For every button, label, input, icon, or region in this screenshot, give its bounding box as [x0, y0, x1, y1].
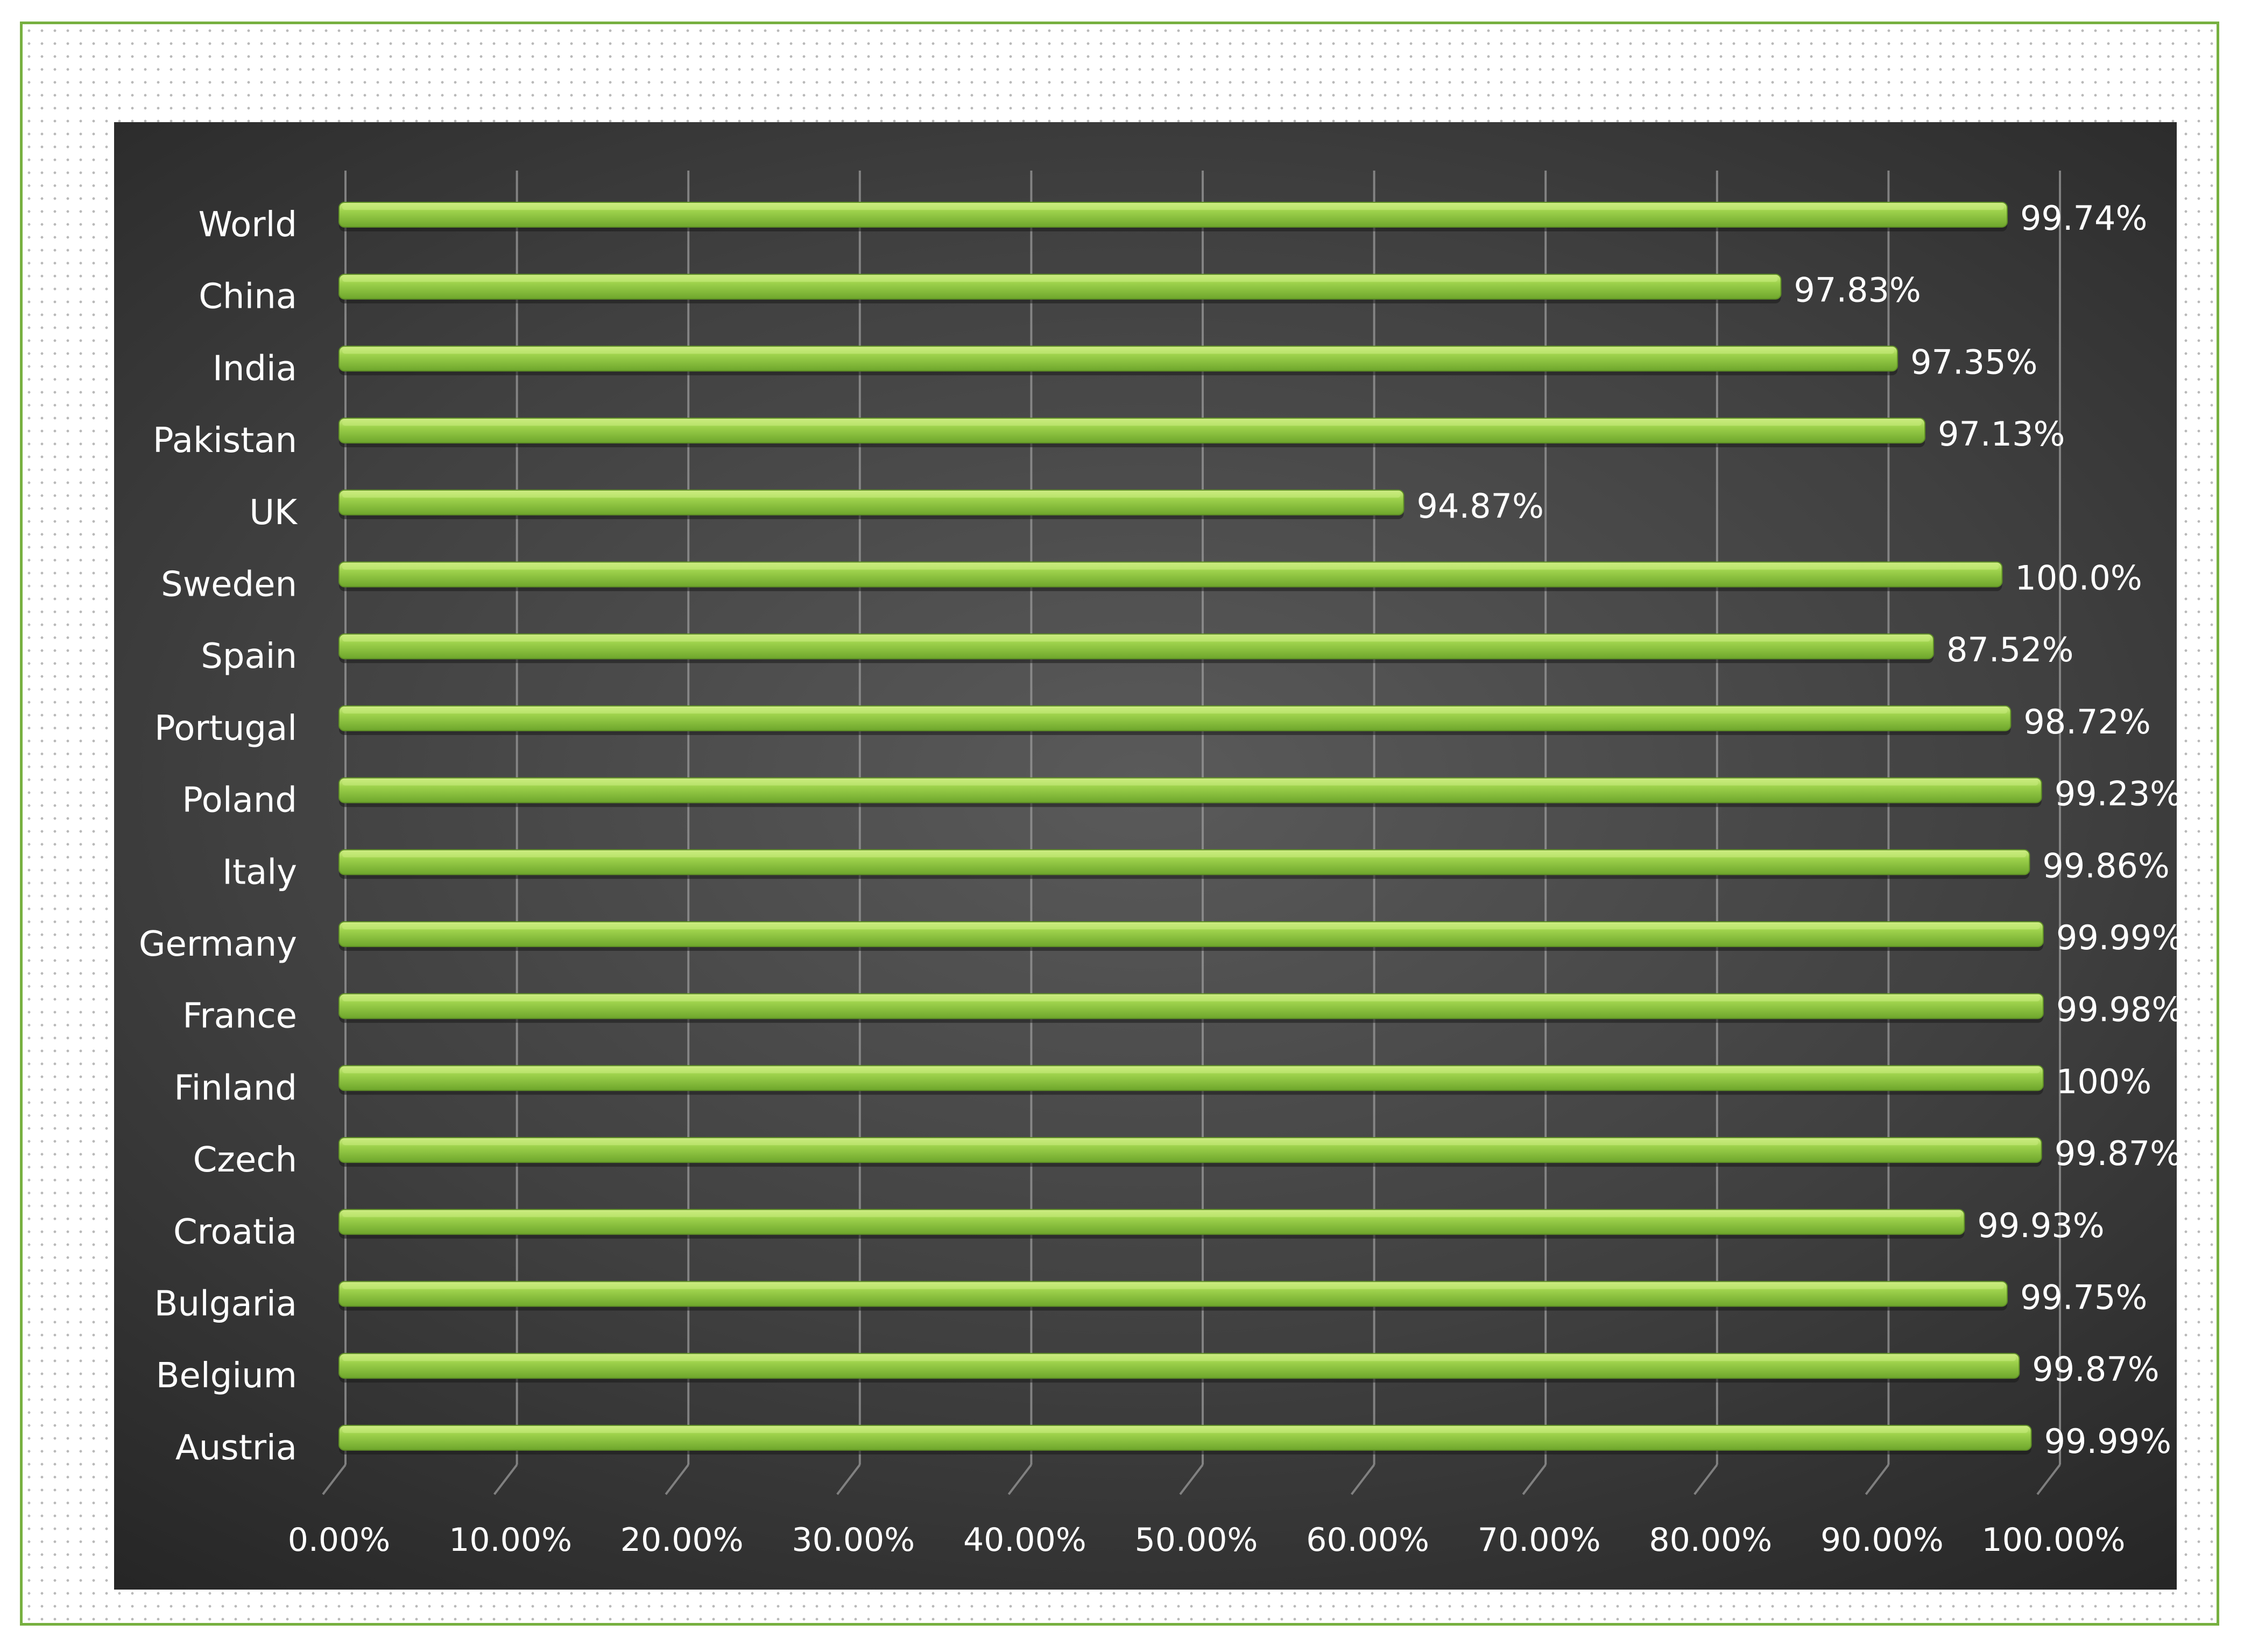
x-tick-label: 30.00%: [792, 1521, 915, 1559]
bar-highlight: [342, 492, 1401, 498]
x-tick-label: 50.00%: [1135, 1521, 1258, 1559]
bar-highlight: [342, 1356, 2016, 1361]
category-label: Belgium: [156, 1356, 297, 1396]
data-label: 99.99%: [2044, 1422, 2171, 1461]
category-label: Pakistan: [153, 421, 297, 461]
data-label: 99.74%: [2020, 199, 2147, 238]
x-tick-label: 100.00%: [1982, 1521, 2126, 1559]
category-label: Spain: [201, 637, 297, 676]
x-tick-label: 0.00%: [288, 1521, 391, 1559]
data-labels: 99.74% 97.83% 97.35% 97.13% 94.87% 100.0% 87.5…: [1417, 199, 2177, 1461]
bar-highlight: [342, 1283, 2004, 1289]
category-label: Finland: [174, 1068, 297, 1108]
category-label: Poland: [182, 781, 297, 821]
data-label: 100.0%: [2015, 559, 2142, 598]
bar-highlight: [342, 636, 1930, 642]
chart-panel: World China India Pakistan UK Sweden Spain Port…: [114, 122, 2177, 1590]
category-label: France: [182, 997, 297, 1036]
x-tick-label: 80.00%: [1649, 1521, 1772, 1559]
x-tick-mark: [493, 1464, 518, 1495]
x-tick-mark: [2036, 1464, 2061, 1495]
bar-highlight: [342, 852, 2027, 858]
bar-highlight: [342, 348, 1895, 354]
chart-frame: World China India Pakistan UK Sweden Spain Port…: [20, 22, 2219, 1626]
x-tick-mark: [1865, 1464, 1889, 1495]
data-label: 99.75%: [2020, 1278, 2147, 1317]
x-tick-mark: [1179, 1464, 1204, 1495]
data-label: 99.86%: [2042, 846, 2169, 885]
data-label: 99.87%: [2032, 1350, 2159, 1389]
x-tick-label: 40.00%: [963, 1521, 1086, 1559]
data-label: 99.98%: [2056, 990, 2177, 1029]
x-tick-mark: [1522, 1464, 1547, 1495]
x-tick-mark: [836, 1464, 861, 1495]
x-tick-mark: [1351, 1464, 1375, 1495]
x-tick-mark: [1693, 1464, 1718, 1495]
category-labels: World China India Pakistan UK Sweden Spain Port…: [139, 205, 298, 1468]
category-label: Sweden: [161, 565, 297, 605]
bar-highlight: [342, 420, 1922, 426]
x-tick-mark: [665, 1464, 689, 1495]
data-label: 98.72%: [2023, 702, 2150, 742]
category-label: Italy: [222, 852, 297, 892]
category-label: Germany: [139, 924, 297, 964]
bar-chart: World China India Pakistan UK Sweden Spain Port…: [139, 171, 2177, 1559]
x-tick-label: 10.00%: [449, 1521, 572, 1559]
data-label: 87.52%: [1946, 630, 2073, 669]
x-tick-label: 20.00%: [620, 1521, 744, 1559]
data-label: 99.93%: [1977, 1206, 2104, 1245]
x-axis-tick-labels: 0.00% 10.00% 20.00% 30.00% 40.00% 50.00% 60.00…: [288, 1521, 2126, 1559]
category-label: World: [199, 205, 297, 245]
data-label: 94.87%: [1417, 486, 1544, 526]
data-label: 100%: [2056, 1062, 2151, 1101]
data-label: 99.87%: [2055, 1134, 2177, 1173]
bar-highlight: [342, 924, 2040, 929]
data-label: 99.23%: [2055, 774, 2177, 814]
bar-highlight: [342, 1140, 2038, 1146]
data-label: 97.13%: [1938, 414, 2065, 454]
bar-highlight: [342, 708, 2008, 714]
category-label: India: [213, 349, 297, 389]
bar-highlight: [342, 204, 2004, 210]
category-label: Bulgaria: [154, 1284, 297, 1324]
category-label: UK: [249, 493, 298, 533]
x-tick-label: 60.00%: [1306, 1521, 1429, 1559]
data-label: 97.35%: [1910, 342, 2037, 382]
bar-highlight: [342, 564, 1999, 570]
x-tick-label: 90.00%: [1820, 1521, 1944, 1559]
bar-highlight: [342, 1211, 1961, 1217]
x-tick-mark: [322, 1464, 347, 1495]
bar-highlight: [342, 1068, 2040, 1074]
data-label: 99.99%: [2056, 918, 2177, 957]
bar-highlight: [342, 276, 1778, 282]
bars: [338, 202, 2044, 1455]
category-label: China: [199, 277, 297, 317]
gridlines: [322, 171, 2061, 1495]
x-tick-label: 70.00%: [1478, 1521, 1601, 1559]
x-tick-mark: [1007, 1464, 1032, 1495]
category-label: Portugal: [154, 709, 297, 749]
category-label: Czech: [193, 1140, 297, 1180]
bar-highlight: [342, 996, 2040, 1001]
bar-highlight: [342, 780, 2038, 786]
bar-highlight: [342, 1427, 2028, 1433]
category-label: Croatia: [173, 1212, 297, 1252]
category-label: Austria: [175, 1428, 297, 1468]
data-label: 97.83%: [1794, 271, 1921, 310]
